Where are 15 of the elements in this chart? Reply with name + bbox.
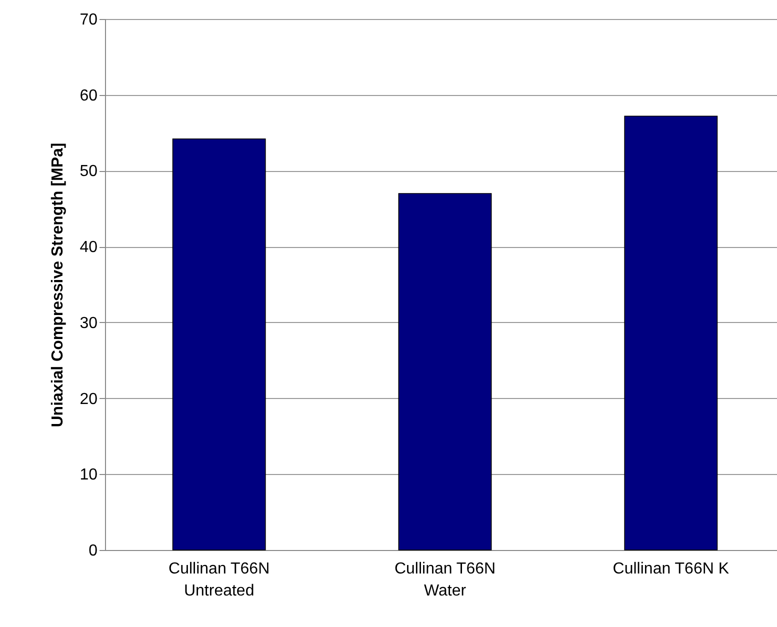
y-tick-label: 10: [80, 466, 98, 484]
x-tick-label: Cullinan T66N K: [612, 560, 730, 578]
x-tick-label: Cullinan T66N Untreated: [168, 560, 270, 600]
y-axis-title: Uniaxial Compressive Strength [MPa]: [50, 142, 67, 428]
y-tick-label: 70: [80, 12, 98, 28]
x-tick-label: Cullinan T66N Water: [394, 560, 496, 600]
y-tick-label: 60: [80, 87, 98, 104]
y-tick-label: 20: [80, 390, 98, 408]
bar: [624, 116, 718, 550]
y-tick-label: 0: [88, 542, 98, 560]
y-tick-label: 40: [80, 239, 98, 256]
y-tick-label: 50: [80, 163, 98, 180]
bar: [398, 193, 492, 550]
bar: [172, 138, 266, 550]
y-tick-label: 30: [80, 314, 98, 332]
